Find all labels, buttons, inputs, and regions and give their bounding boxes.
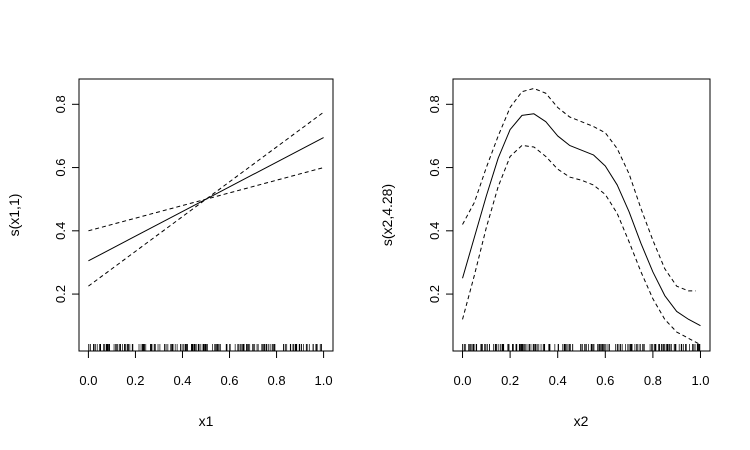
x-tick-label: 0.6 [220,373,238,388]
y-axis: 0.2 0.4 0.6 0.8 [53,95,79,303]
fit-line [462,113,701,327]
rug-marks [462,344,701,351]
y-axis: 0.2 0.4 0.6 0.8 [427,95,453,303]
x-tick-label: 1.0 [315,373,333,388]
confidence-band-line [88,167,324,232]
y-tick-label: 0.2 [53,285,68,303]
y-tick-label: 0.4 [53,222,68,240]
series-group [462,87,701,346]
x-tick-label: 0.8 [268,373,286,388]
x-tick-label: 0.0 [453,373,471,388]
x-axis-label: x1 [199,413,214,429]
x-tick-label: 0.4 [549,373,567,388]
panel-x2: 0.0 0.2 0.4 0.6 0.8 1.0 0.2 0.4 0.6 0.8 x2 s(x2,… [379,78,711,429]
plot-box [78,78,334,352]
y-axis-label: s(x2,4.28) [379,184,395,246]
x-axis: 0.0 0.2 0.4 0.6 0.8 1.0 [79,351,333,388]
confidence-band-line [462,144,701,346]
y-tick-label: 0.6 [53,159,68,177]
series-group [88,111,324,287]
y-tick-label: 0.2 [427,285,442,303]
x-tick-label: 0.2 [126,373,144,388]
y-tick-label: 0.8 [427,95,442,113]
y-tick-label: 0.8 [53,95,68,113]
y-tick-label: 0.6 [427,159,442,177]
panel-x1: 0.0 0.2 0.4 0.6 0.8 1.0 0.2 0.4 0.6 0.8 x1 s(x1,… [6,78,334,429]
plot-box [452,78,711,352]
x-tick-label: 0.4 [173,373,191,388]
x-tick-label: 0.2 [501,373,519,388]
x-axis-label: x2 [574,413,589,429]
x-tick-label: 0.6 [596,373,614,388]
x-tick-label: 0.8 [644,373,662,388]
x-axis: 0.0 0.2 0.4 0.6 0.8 1.0 [453,351,710,388]
y-axis-label: s(x1,1) [6,194,22,237]
y-tick-label: 0.4 [427,222,442,240]
x-tick-label: 0.0 [79,373,97,388]
rug-marks [88,344,322,351]
x-tick-label: 1.0 [691,373,709,388]
confidence-band-line [462,87,696,292]
